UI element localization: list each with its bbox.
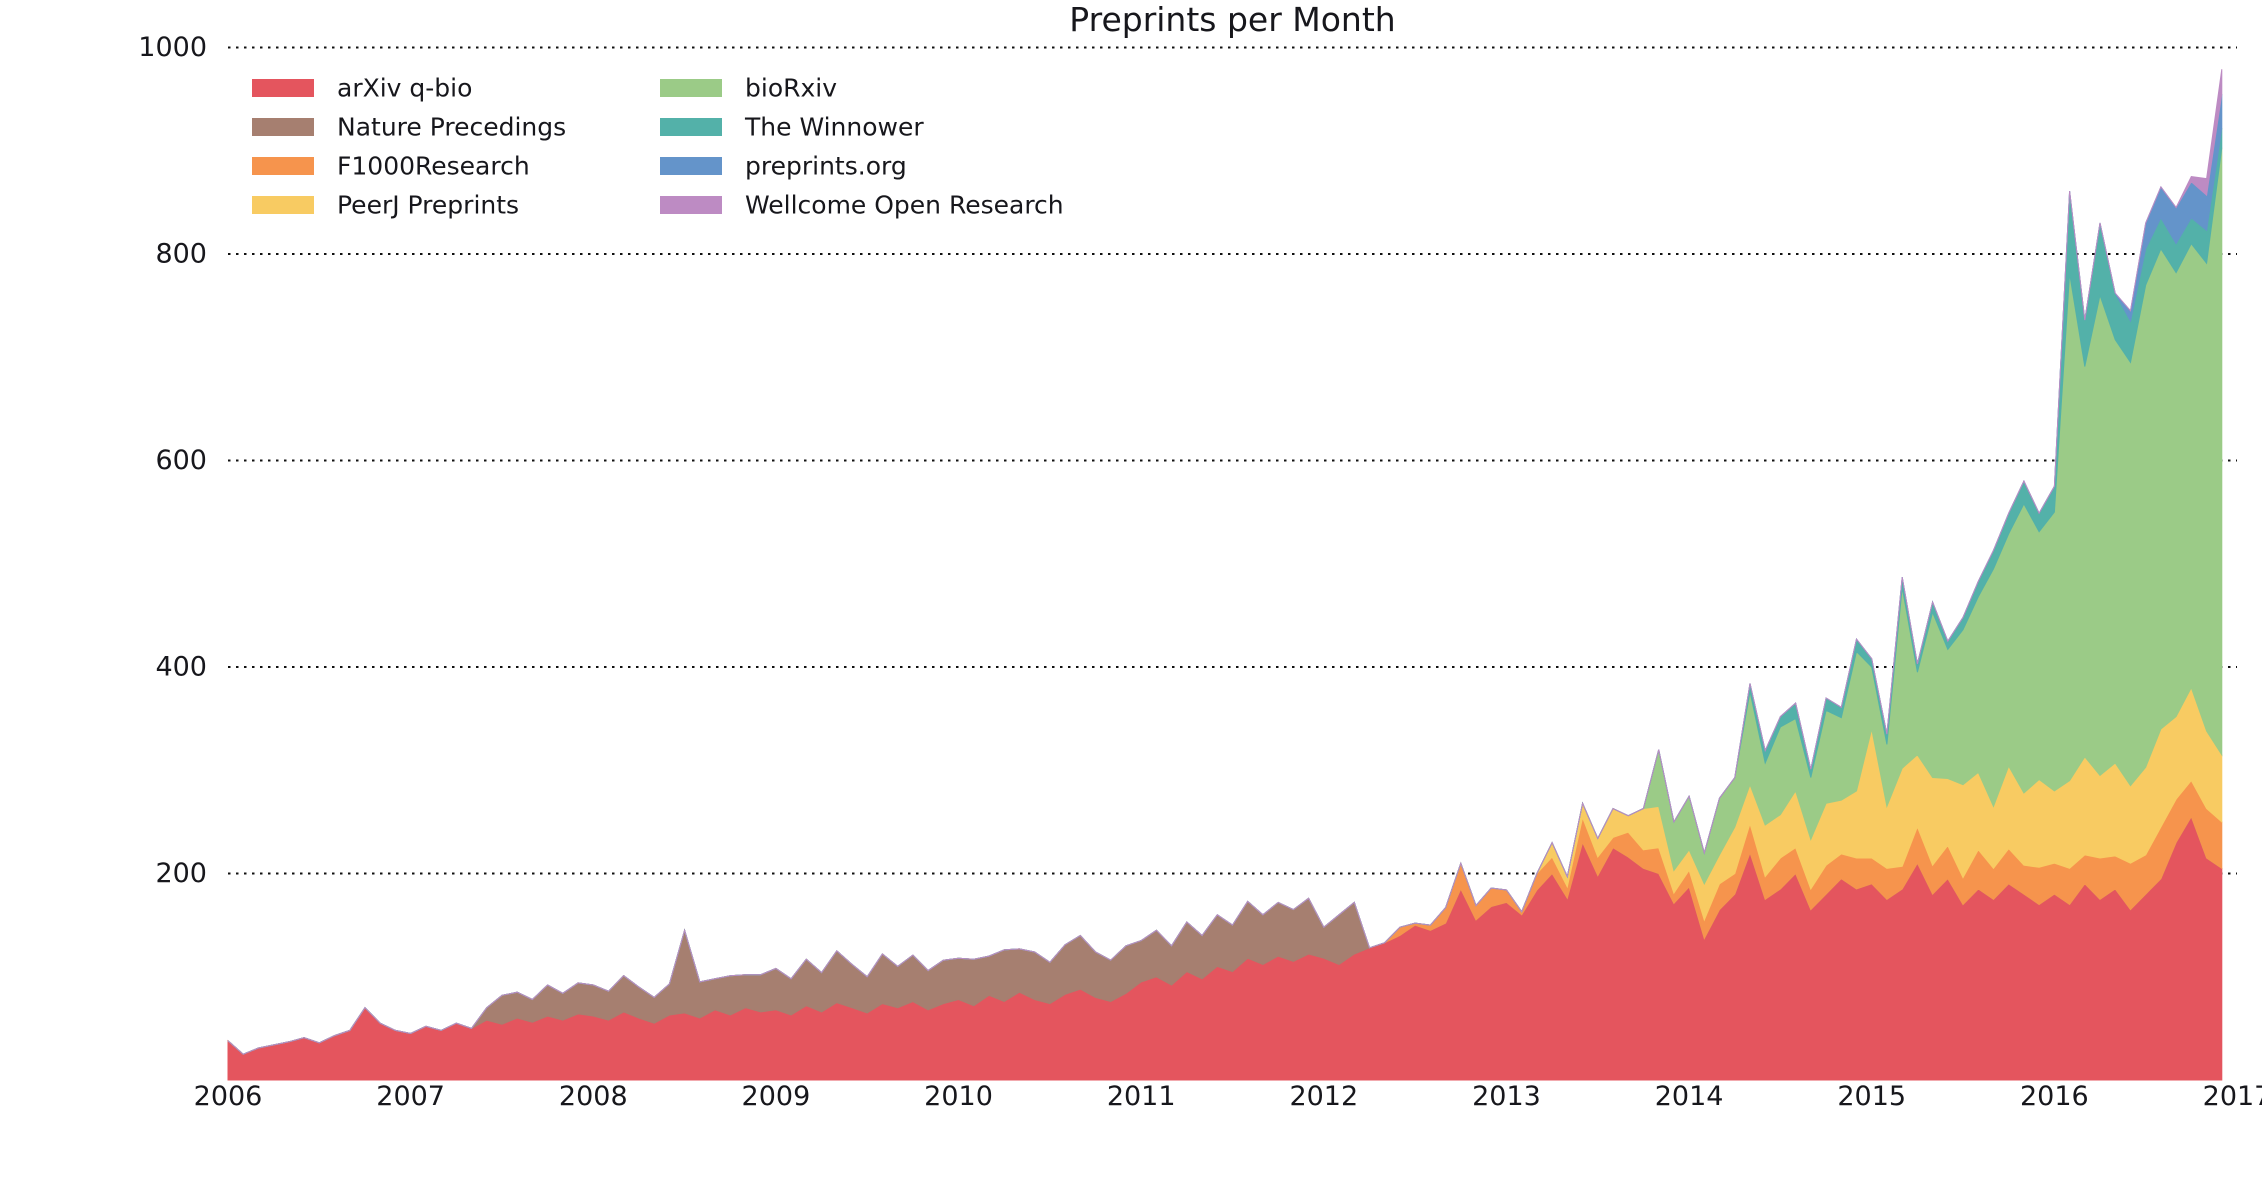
area-wellcome-open-research <box>227 69 2223 1055</box>
legend-label: Wellcome Open Research <box>745 191 1064 220</box>
legend-swatch <box>660 118 722 136</box>
x-tick-label: 2012 <box>1289 1081 1358 1112</box>
x-tick-label: 2015 <box>1837 1081 1906 1112</box>
legend-label: The Winnower <box>744 113 924 142</box>
legend-item: PeerJ Preprints <box>252 191 519 220</box>
legend-label: Nature Precedings <box>337 113 566 142</box>
legend-swatch <box>252 118 314 136</box>
x-tick-label: 2007 <box>376 1081 445 1112</box>
legend-item: The Winnower <box>660 113 924 142</box>
legend-label: F1000Research <box>337 152 530 181</box>
legend-swatch <box>252 157 314 175</box>
legend-swatch <box>660 79 722 97</box>
legend-item: F1000Research <box>252 152 530 181</box>
y-tick-label: 600 <box>155 445 207 476</box>
y-tick-label: 200 <box>155 858 207 889</box>
legend-swatch <box>252 196 314 214</box>
legend-label: arXiv q-bio <box>337 74 472 103</box>
x-tick-label: 2006 <box>194 1081 263 1112</box>
x-tick-label: 2017 <box>2203 1081 2262 1112</box>
x-tick-label: 2009 <box>742 1081 811 1112</box>
x-tick-label: 2010 <box>924 1081 993 1112</box>
legend-swatch <box>660 157 722 175</box>
legend-label: bioRxiv <box>745 74 837 103</box>
y-tick-label: 800 <box>155 239 207 270</box>
legend-item: Nature Precedings <box>252 113 566 142</box>
y-tick-label: 1000 <box>138 32 207 63</box>
legend-item: arXiv q-bio <box>252 74 472 103</box>
legend-item: Wellcome Open Research <box>660 191 1064 220</box>
legend-swatch <box>252 79 314 97</box>
legend-label: preprints.org <box>745 152 907 181</box>
chart-title: Preprints per Month <box>1069 0 1396 39</box>
x-tick-label: 2013 <box>1472 1081 1541 1112</box>
legend-item: bioRxiv <box>660 74 837 103</box>
x-tick-label: 2008 <box>559 1081 628 1112</box>
y-tick-label: 400 <box>155 652 207 683</box>
x-tick-label: 2016 <box>2020 1081 2089 1112</box>
x-tick-label: 2011 <box>1107 1081 1176 1112</box>
legend-item: preprints.org <box>660 152 907 181</box>
x-tick-label: 2014 <box>1655 1081 1724 1112</box>
legend-swatch <box>660 196 722 214</box>
legend-label: PeerJ Preprints <box>337 191 519 220</box>
